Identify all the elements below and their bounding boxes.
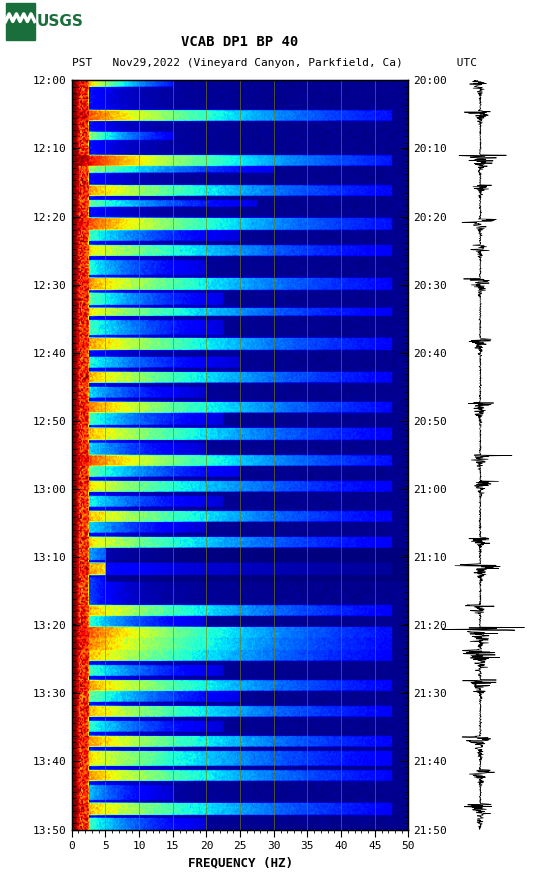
Bar (6, 3, 35, 40)
Text: PST   Nov29,2022 (Vineyard Canyon, Parkfield, Ca)        UTC: PST Nov29,2022 (Vineyard Canyon, Parkfie… (72, 58, 477, 68)
Text: VCAB DP1 BP 40: VCAB DP1 BP 40 (182, 35, 299, 49)
Text: USGS: USGS (37, 14, 84, 29)
X-axis label: FREQUENCY (HZ): FREQUENCY (HZ) (188, 857, 293, 870)
